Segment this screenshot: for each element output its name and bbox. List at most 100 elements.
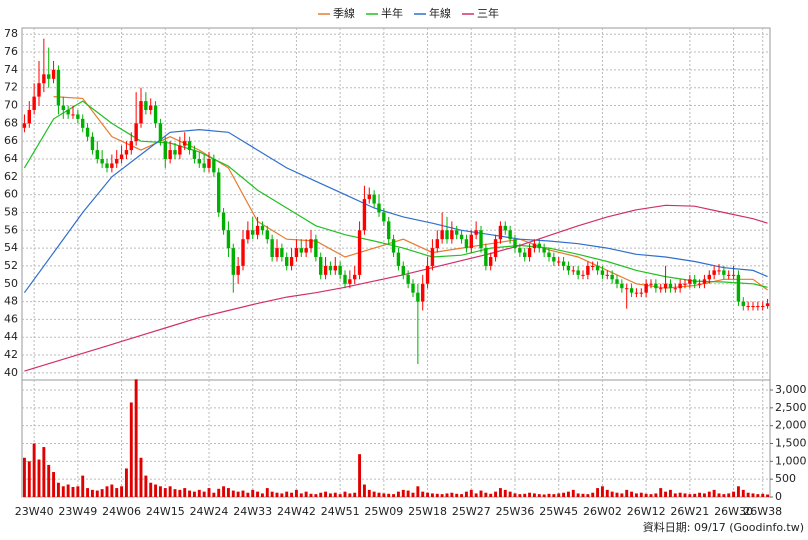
volume-bar	[168, 486, 172, 497]
volume-bar	[256, 491, 260, 497]
candle-body	[445, 230, 449, 240]
candle-body	[693, 279, 697, 284]
candle-body	[95, 150, 99, 159]
candle-body	[139, 101, 143, 124]
volume-bar	[304, 491, 308, 497]
volume-bar	[105, 486, 109, 497]
x-tick-label: 24W15	[146, 505, 185, 518]
volume-bar	[586, 494, 590, 497]
candle-body	[552, 257, 556, 262]
candle-body	[469, 234, 473, 249]
candle-body	[503, 225, 507, 231]
volume-bar	[358, 454, 362, 497]
volume-bar	[537, 494, 541, 497]
volume-bar	[712, 489, 716, 497]
candle-body	[421, 283, 425, 302]
volume-bar	[426, 492, 430, 497]
candle-body	[246, 230, 250, 240]
volume-bar	[280, 493, 284, 497]
y2-tick-label: 2,000	[775, 419, 807, 432]
candle-body	[357, 230, 362, 275]
y2-tick-label: 3,000	[775, 383, 807, 396]
y2-tick-label: 1,500	[775, 436, 807, 449]
volume-bar	[678, 492, 682, 497]
candle-body	[741, 301, 745, 307]
volume-bar	[479, 490, 483, 497]
volume-bar	[513, 493, 517, 497]
candle-body	[474, 230, 478, 235]
volume-bar	[455, 493, 459, 497]
volume-bar	[693, 493, 697, 497]
volume-bar	[528, 492, 532, 497]
candle-body	[22, 123, 27, 128]
volume-bar	[265, 488, 269, 497]
candle-body	[105, 163, 109, 168]
candle-body	[221, 212, 226, 231]
y-tick-label: 70	[4, 99, 18, 112]
volume-bar	[702, 493, 706, 497]
candle-body	[717, 270, 721, 272]
candle-body	[187, 141, 192, 151]
x-tick-label: 25W45	[539, 505, 578, 518]
candle-body	[323, 265, 328, 275]
candle-body	[678, 283, 682, 289]
candle-body	[280, 248, 284, 258]
volume-bar	[668, 489, 672, 497]
candle-body	[663, 283, 668, 289]
candle-body	[56, 69, 61, 106]
volume-bar	[178, 489, 182, 497]
x-tick-label: 26W38	[743, 505, 782, 518]
candle-body	[81, 118, 85, 128]
volume-bar	[377, 492, 381, 497]
volume-bar	[197, 489, 201, 497]
candle-body	[634, 292, 639, 294]
candle-body	[639, 292, 643, 294]
candle-body	[42, 74, 46, 84]
candle-body	[202, 163, 206, 168]
y-tick-label: 74	[4, 63, 18, 76]
volume-bar	[581, 493, 585, 497]
y-tick-label: 44	[4, 330, 18, 343]
x-tick-label: 26W21	[670, 505, 709, 518]
candle-body	[207, 158, 211, 168]
candle-body	[659, 288, 663, 290]
volume-bar	[32, 443, 36, 497]
candle-body	[265, 230, 269, 240]
volume-bar	[392, 494, 396, 497]
candle-body	[610, 274, 614, 280]
candle-body	[377, 203, 381, 213]
candle-body	[158, 123, 163, 142]
candle-body	[644, 283, 648, 293]
candle-body	[746, 306, 750, 308]
candle-body	[76, 114, 80, 119]
volume-bar	[158, 486, 162, 497]
x-tick-label: 25W36	[496, 505, 535, 518]
volume-bar	[421, 491, 425, 497]
volume-bar	[620, 493, 624, 497]
candle-body	[255, 225, 260, 235]
volume-bar	[605, 489, 609, 497]
candle-body	[576, 270, 580, 275]
volume-bar	[100, 489, 104, 497]
candle-body	[673, 288, 677, 290]
volume-bar	[290, 492, 294, 497]
candle-body	[241, 239, 245, 266]
volume-bar	[396, 491, 400, 497]
volume-bar	[183, 488, 187, 497]
volume-bar	[610, 491, 614, 497]
candle-body	[542, 248, 546, 253]
volume-bar	[338, 494, 342, 497]
x-tick-label: 23W40	[15, 505, 54, 518]
volume-bar	[47, 464, 51, 497]
candle-body	[309, 239, 313, 249]
candle-body	[51, 69, 56, 79]
candle-body	[527, 248, 532, 258]
candle-body	[668, 283, 673, 289]
candle-body	[285, 257, 289, 266]
volume-bar	[52, 472, 56, 497]
volume-bar	[571, 489, 575, 497]
x-tick-label: 23W49	[58, 505, 97, 518]
volume-bar	[445, 493, 449, 497]
volume-bar	[294, 489, 298, 497]
